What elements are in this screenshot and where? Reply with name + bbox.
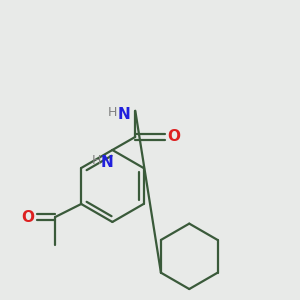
Text: N: N xyxy=(118,107,130,122)
Text: H: H xyxy=(108,106,117,119)
Text: H: H xyxy=(91,154,101,167)
Text: O: O xyxy=(22,210,34,225)
Text: N: N xyxy=(101,155,114,170)
Text: O: O xyxy=(167,129,180,144)
